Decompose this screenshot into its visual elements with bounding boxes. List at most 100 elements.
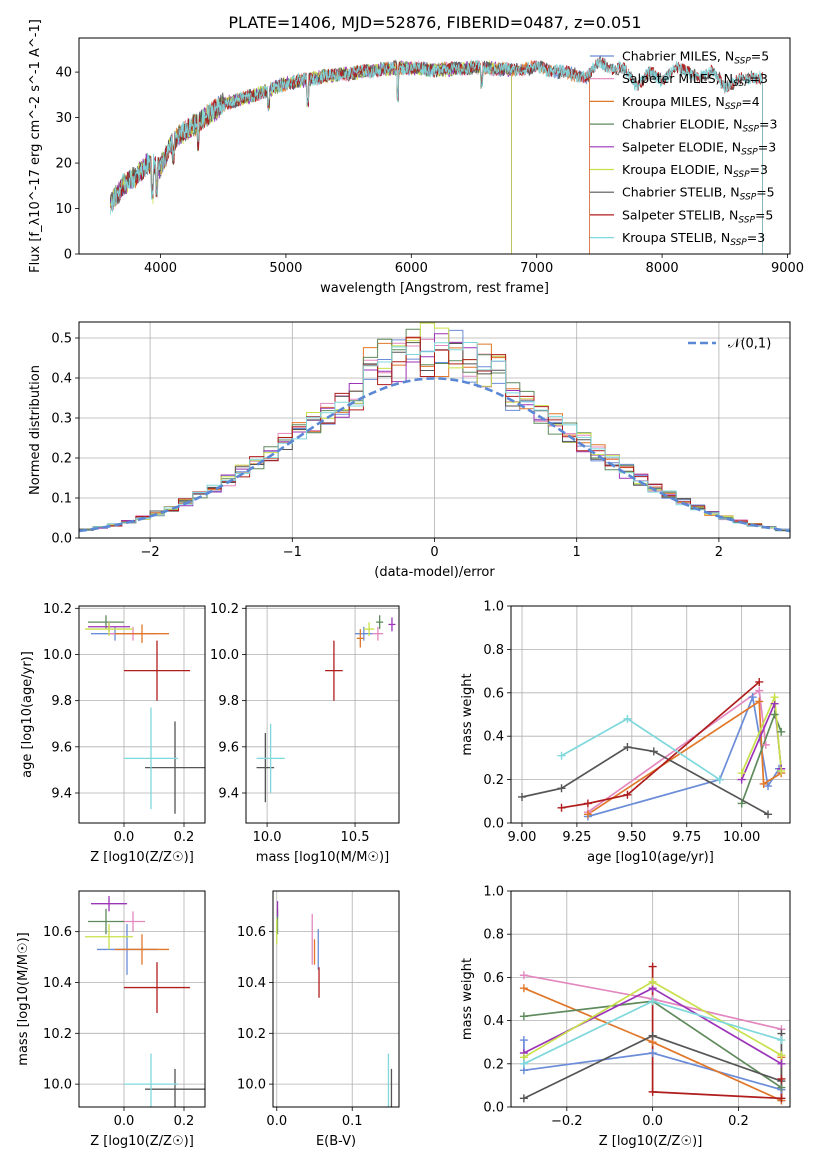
y-tick-label: 10.2 <box>43 602 72 617</box>
x-tick-label: 0.0 <box>114 830 135 845</box>
x-tick-label: −0.2 <box>551 1114 583 1129</box>
legend-nssp: =3 <box>747 230 765 245</box>
series-marker-7 <box>755 677 764 686</box>
x-axis-label: wavelength [Angstrom, rest frame] <box>320 281 549 296</box>
legend-name: Salpeter ELODIE, N <box>622 139 741 154</box>
normal-curve <box>79 377 790 533</box>
series-marker-6 <box>648 1031 657 1040</box>
y-tick-label: 0.2 <box>51 452 72 467</box>
x-tick-label: 9.25 <box>562 830 591 845</box>
y-tick-label: 0.5 <box>51 332 72 347</box>
axes-frame <box>510 890 791 1108</box>
y-tick-label: 9.8 <box>218 694 239 709</box>
x-tick-label: 5000 <box>269 261 302 276</box>
data-point-2 <box>356 629 364 648</box>
spectrum-line-8 <box>109 57 763 254</box>
legend-name: Salpeter STELIB, N <box>622 207 738 222</box>
x-tick-label: 1 <box>573 545 581 560</box>
legend-label-8: Kroupa STELIB, NSSP=3 <box>622 230 765 248</box>
x-tick-label: 0.2 <box>174 830 195 845</box>
y-tick-label: 10.6 <box>237 925 266 940</box>
y-tick-label: 10.4 <box>43 976 72 991</box>
data-point-6 <box>145 721 205 814</box>
spectrum-line-2 <box>109 60 590 254</box>
x-tick-label: 2 <box>715 545 723 560</box>
series-marker-6 <box>519 1094 528 1103</box>
x-tick-label: 10.5 <box>341 830 370 845</box>
spectrum-line-0 <box>109 60 590 254</box>
legend-label-1: Salpeter MILES, NSSP=3 <box>622 71 768 89</box>
axes-frame <box>78 890 206 1108</box>
y-tick-label: 9.6 <box>218 740 239 755</box>
legend-name: Kroupa ELODIE, N <box>622 162 733 177</box>
legend-label-7: Salpeter STELIB, NSSP=5 <box>622 207 773 225</box>
x-tick-label: 10.0 <box>253 830 282 845</box>
data-point-5 <box>85 622 133 637</box>
y-tick-label: 9.4 <box>218 786 239 801</box>
y-tick-label: 9.6 <box>51 740 72 755</box>
series-marker-6 <box>623 743 632 752</box>
panel-massweight_vs_Z: −0.2 0.0 0.2 0.0 0.2 0.4 0.6 0.8 1.0 Z [log10(Z/Z… <box>460 885 791 1149</box>
y-tick-label: 40 <box>55 66 72 81</box>
x-axis-label: Z [log10(Z/Z☉)] <box>90 850 194 865</box>
series-marker-5 <box>648 977 657 986</box>
y-tick-label: 9.8 <box>51 694 72 709</box>
x-tick-label: −1 <box>283 545 302 560</box>
legend-nssp: =5 <box>751 49 769 64</box>
y-tick-label: 0.8 <box>483 928 504 943</box>
spectrum-line-4 <box>109 59 512 254</box>
y-tick-label: 1.0 <box>483 885 504 900</box>
x-tick-label: 8000 <box>646 261 679 276</box>
y-axis-label: mass [log10(M/M☉)] <box>16 932 31 1065</box>
series-marker-7 <box>777 1094 786 1103</box>
x-axis-label: mass [log10(M/M☉)] <box>256 850 389 865</box>
x-tick-label: 0 <box>430 545 438 560</box>
series-marker-7 <box>648 962 657 971</box>
series-marker-2 <box>755 697 764 706</box>
legend-subscript: SSP <box>738 215 755 225</box>
plot-area <box>85 896 205 1107</box>
data-point-8 <box>124 1053 178 1107</box>
x-tick-label: 9.50 <box>617 830 646 845</box>
y-tick-label: 0.4 <box>483 1014 504 1029</box>
figure-title: PLATE=1406, MJD=52876, FIBERID=0487, z=0… <box>228 13 641 32</box>
data-point-2 <box>115 934 169 965</box>
x-tick-label: 0.0 <box>266 1114 287 1129</box>
y-tick-label: 10.4 <box>237 976 266 991</box>
data-point-5 <box>85 924 133 950</box>
series-marker-0 <box>519 1036 528 1045</box>
series-line-7 <box>651 966 783 1100</box>
y-tick-label: 10.0 <box>43 648 72 663</box>
series-marker-6 <box>557 784 566 793</box>
series-line-7 <box>561 681 760 809</box>
y-tick-label: 10.2 <box>237 1027 266 1042</box>
series-marker-8 <box>557 751 566 760</box>
series-marker-7 <box>557 803 566 812</box>
legend-nssp: =3 <box>758 139 776 154</box>
series-marker-2 <box>583 810 592 819</box>
y-tick-label: 0.0 <box>483 1101 504 1116</box>
data-point-8 <box>124 707 178 810</box>
axes-frame <box>272 890 400 1108</box>
x-tick-label: 0.0 <box>114 1114 135 1129</box>
legend-label-3: Chabrier ELODIE, NSSP=3 <box>622 117 777 135</box>
legend-label-4: Salpeter ELODIE, NSSP=3 <box>622 139 776 157</box>
spectrum-line-3 <box>109 60 512 254</box>
series-marker-4 <box>777 1059 786 1068</box>
data-point-1 <box>121 911 145 932</box>
panel-age_vs_mass: 10.0 10.5 9.4 9.6 9.8 10.0 10.2 mass [log10(M/M… <box>210 602 400 865</box>
series-marker-0 <box>648 1049 657 1057</box>
y-axis-label: Normed distribution <box>28 365 43 495</box>
series-marker-8 <box>519 1059 528 1068</box>
x-tick-label: 7000 <box>520 261 553 276</box>
series-line-0 <box>587 693 780 818</box>
data-point-5 <box>363 622 375 637</box>
panel-age_vs_Z: 0.0 0.2 9.4 9.6 9.8 10.0 10.2 Z [log10(Z/Z☉)] ag… <box>20 602 206 865</box>
legend-subscript: SSP <box>730 238 747 248</box>
legend-nssp: =5 <box>755 207 773 222</box>
y-tick-label: 10.2 <box>43 1027 72 1042</box>
data-point-3 <box>376 615 384 630</box>
y-tick-label: 0.2 <box>483 773 504 788</box>
series-marker-7 <box>623 790 632 799</box>
